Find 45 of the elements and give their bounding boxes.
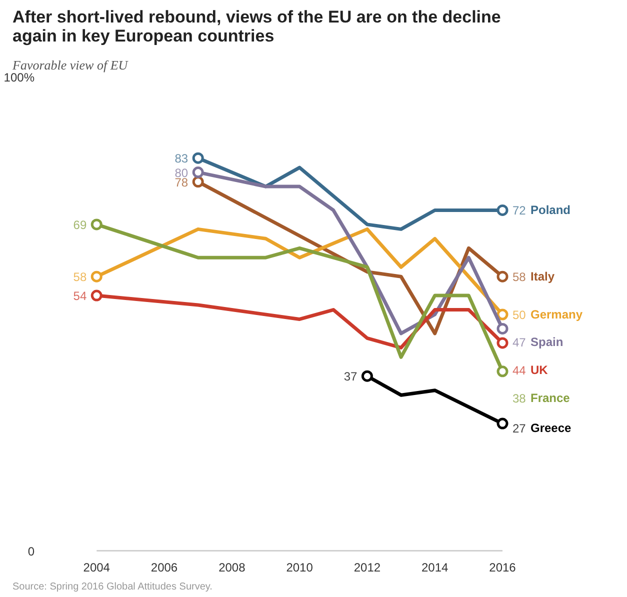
data-label: 69: [73, 218, 87, 232]
point: [496, 337, 508, 349]
y-tick-label: 0: [28, 544, 35, 558]
text: Spain: [530, 335, 564, 350]
data-label: 38: [512, 392, 526, 406]
point: [90, 218, 102, 230]
data-label: 50: [512, 308, 526, 322]
point: [192, 166, 204, 178]
series-label: Italy: [530, 270, 555, 284]
point: [496, 204, 508, 216]
point: [90, 290, 102, 302]
point: [496, 366, 508, 378]
data-label: 27: [512, 421, 526, 436]
point: [361, 370, 373, 382]
x-tick-label: 2008: [218, 560, 246, 574]
x-tick-label: 2016: [489, 560, 516, 574]
text: UK: [530, 362, 548, 377]
text: France: [530, 391, 570, 406]
point: [192, 176, 204, 188]
data-label: 83: [174, 152, 188, 166]
x-tick-label: 2004: [83, 560, 110, 574]
x-tick-label: 2006: [150, 560, 178, 574]
x-tick-label: 2014: [422, 560, 449, 574]
point: [90, 270, 102, 282]
source-note: Source: Spring 2016 Global Attitudes Survey.: [12, 582, 212, 592]
point: [496, 270, 508, 282]
y-tick-label: 100%: [4, 70, 35, 84]
point: [496, 418, 508, 430]
data-label: 72: [512, 204, 526, 218]
point: [496, 308, 508, 320]
series-label: Poland: [530, 203, 571, 218]
data-label: 44: [512, 363, 526, 378]
x-tick-label: 2010: [286, 560, 314, 574]
series-label: Germany: [530, 308, 583, 322]
chart-subtitle: Favorable view of EU: [12, 58, 130, 72]
data-label: 58: [73, 270, 87, 284]
series-label: Greece: [530, 420, 572, 435]
point: [192, 152, 204, 164]
chart-title: After short-lived rebound, views of the EU are on the decline again in key European countries: [12, 8, 501, 46]
data-label: 54: [73, 289, 87, 304]
data-label: 47: [512, 336, 526, 350]
data-label: 58: [512, 270, 526, 284]
point: [496, 322, 508, 334]
x-tick-label: 2012: [354, 560, 381, 574]
data-label: 37: [344, 370, 358, 384]
